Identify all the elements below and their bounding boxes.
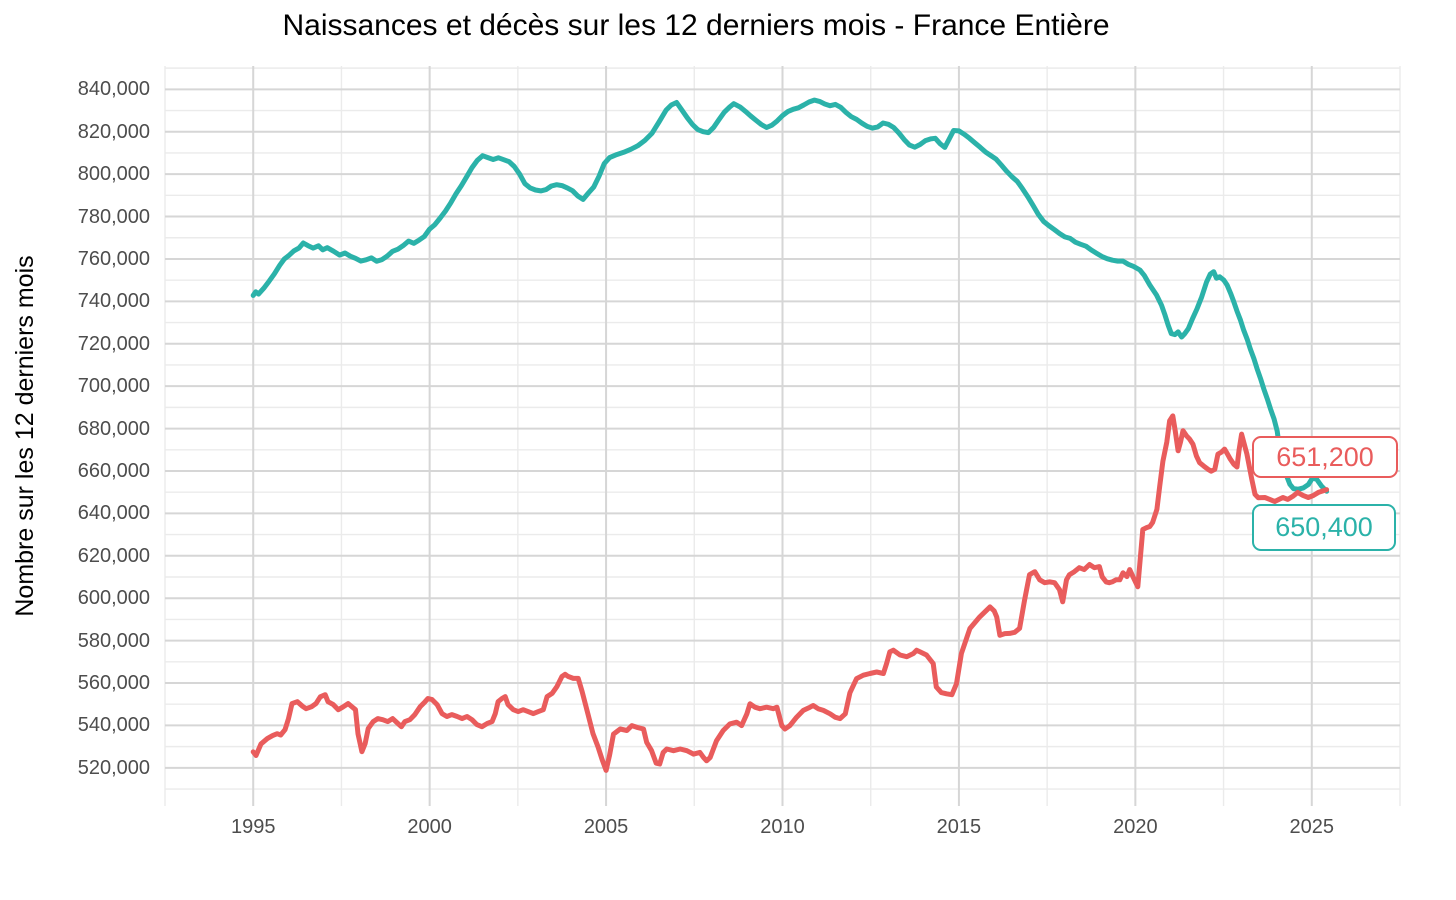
y-tick-label: 520,000 [77,756,150,779]
y-tick-label: 780,000 [77,205,150,228]
y-tick-label: 640,000 [77,502,150,525]
x-tick-label: 2000 [407,816,452,838]
x-tick-label: 2020 [1113,816,1158,838]
x-tick-label: 2015 [936,816,982,838]
y-tick-label: 840,000 [77,78,150,101]
y-tick-label: 740,000 [77,290,150,313]
y-tick-label: 560,000 [77,672,150,695]
y-tick-label: 820,000 [77,120,150,143]
deaths-end-value-label: 651,200 [1252,436,1398,478]
chart-title: Naissances et décès sur les 12 derniers … [282,9,1110,42]
y-tick-label: 600,000 [77,587,150,610]
y-tick-label: 760,000 [77,247,150,270]
births-end-value-label: 650,400 [1252,504,1396,551]
x-tick-label: 2025 [1289,816,1335,838]
y-tick-label: 800,000 [77,163,150,186]
x-tick-label: 2010 [760,816,805,838]
y-tick-label: 620,000 [77,544,150,567]
y-tick-label: 700,000 [77,375,150,398]
y-tick-label: 540,000 [77,714,150,737]
y-tick-label: 580,000 [77,629,150,652]
deaths-line [250,413,1330,773]
y-tick-label: 680,000 [77,417,150,440]
y-tick-label: 660,000 [77,459,150,482]
x-tick-label: 1995 [230,816,276,838]
births-line [250,97,1330,494]
y-tick-label: 720,000 [77,332,150,355]
x-tick-label: 2005 [583,816,629,838]
